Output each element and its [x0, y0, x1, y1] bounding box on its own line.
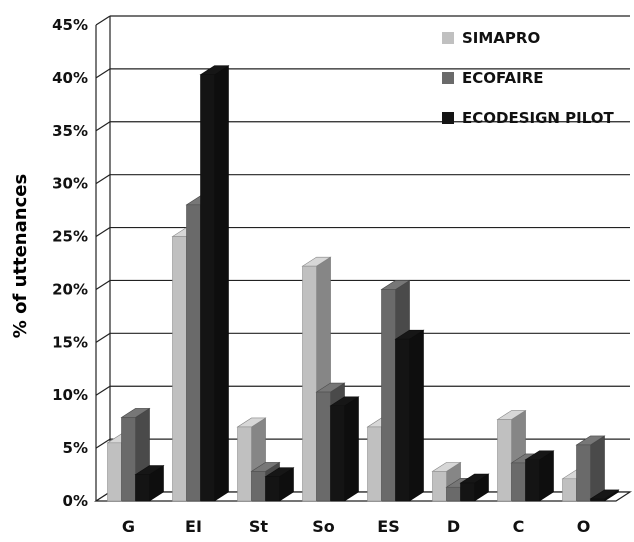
y-tick-label: 35% — [52, 122, 88, 140]
x-tick-label: St — [249, 517, 269, 536]
gridline-side — [95, 15, 111, 26]
legend: SIMAPRO ECOFAIRE ECODESIGN PILOT — [442, 29, 615, 127]
bars — [106, 65, 620, 502]
y-tick-label: 10% — [52, 386, 88, 404]
y-axis-title: % of uttenances — [10, 174, 31, 338]
y-tick-label: 30% — [52, 175, 88, 193]
y-tick-label: 25% — [52, 228, 88, 246]
gridline-side — [95, 385, 111, 396]
x-tick-label: EI — [185, 517, 202, 536]
legend-label: ECOFAIRE — [462, 69, 544, 87]
legend-item: ECOFAIRE — [442, 69, 544, 87]
bar — [524, 450, 555, 502]
bar — [134, 465, 165, 502]
legend-label: ECODESIGN PILOT — [462, 109, 615, 127]
legend-label: SIMAPRO — [462, 29, 540, 47]
gridline-side — [95, 438, 111, 449]
legend-swatch — [442, 72, 454, 84]
gridline-side — [95, 227, 111, 238]
bar — [575, 435, 606, 502]
bar — [264, 467, 295, 502]
y-tick-label: 40% — [52, 69, 88, 87]
gridline-side — [95, 174, 111, 185]
bar — [199, 65, 230, 502]
y-tick-label: 0% — [63, 492, 88, 510]
legend-swatch — [442, 32, 454, 44]
y-tick-label: 45% — [52, 16, 88, 34]
x-axis-labels: G EI St So ES D C O — [122, 517, 590, 536]
gridline-side — [95, 121, 111, 132]
x-tick-label: O — [577, 517, 591, 536]
x-tick-label: So — [312, 517, 335, 536]
legend-swatch — [442, 112, 454, 124]
bar — [394, 329, 425, 502]
y-tick-label: 5% — [63, 439, 88, 457]
gridline-side — [95, 279, 111, 290]
legend-item: SIMAPRO — [442, 29, 540, 47]
y-tick-label: 20% — [52, 280, 88, 298]
x-tick-label: G — [122, 517, 135, 536]
gridline-side — [95, 68, 111, 79]
x-tick-label: ES — [377, 517, 399, 536]
y-tick-label: 15% — [52, 333, 88, 351]
bar — [459, 473, 490, 502]
bar — [329, 396, 360, 502]
x-tick-label: C — [513, 517, 525, 536]
y-axis-ticks: 0% 5% 10% 15% 20% 25% 30% 35% 40% 45% — [52, 16, 88, 510]
bar — [589, 489, 620, 502]
legend-item: ECODESIGN PILOT — [442, 109, 615, 127]
plot-walls — [93, 16, 633, 502]
gridline-side — [95, 332, 111, 343]
x-tick-label: D — [447, 517, 460, 536]
